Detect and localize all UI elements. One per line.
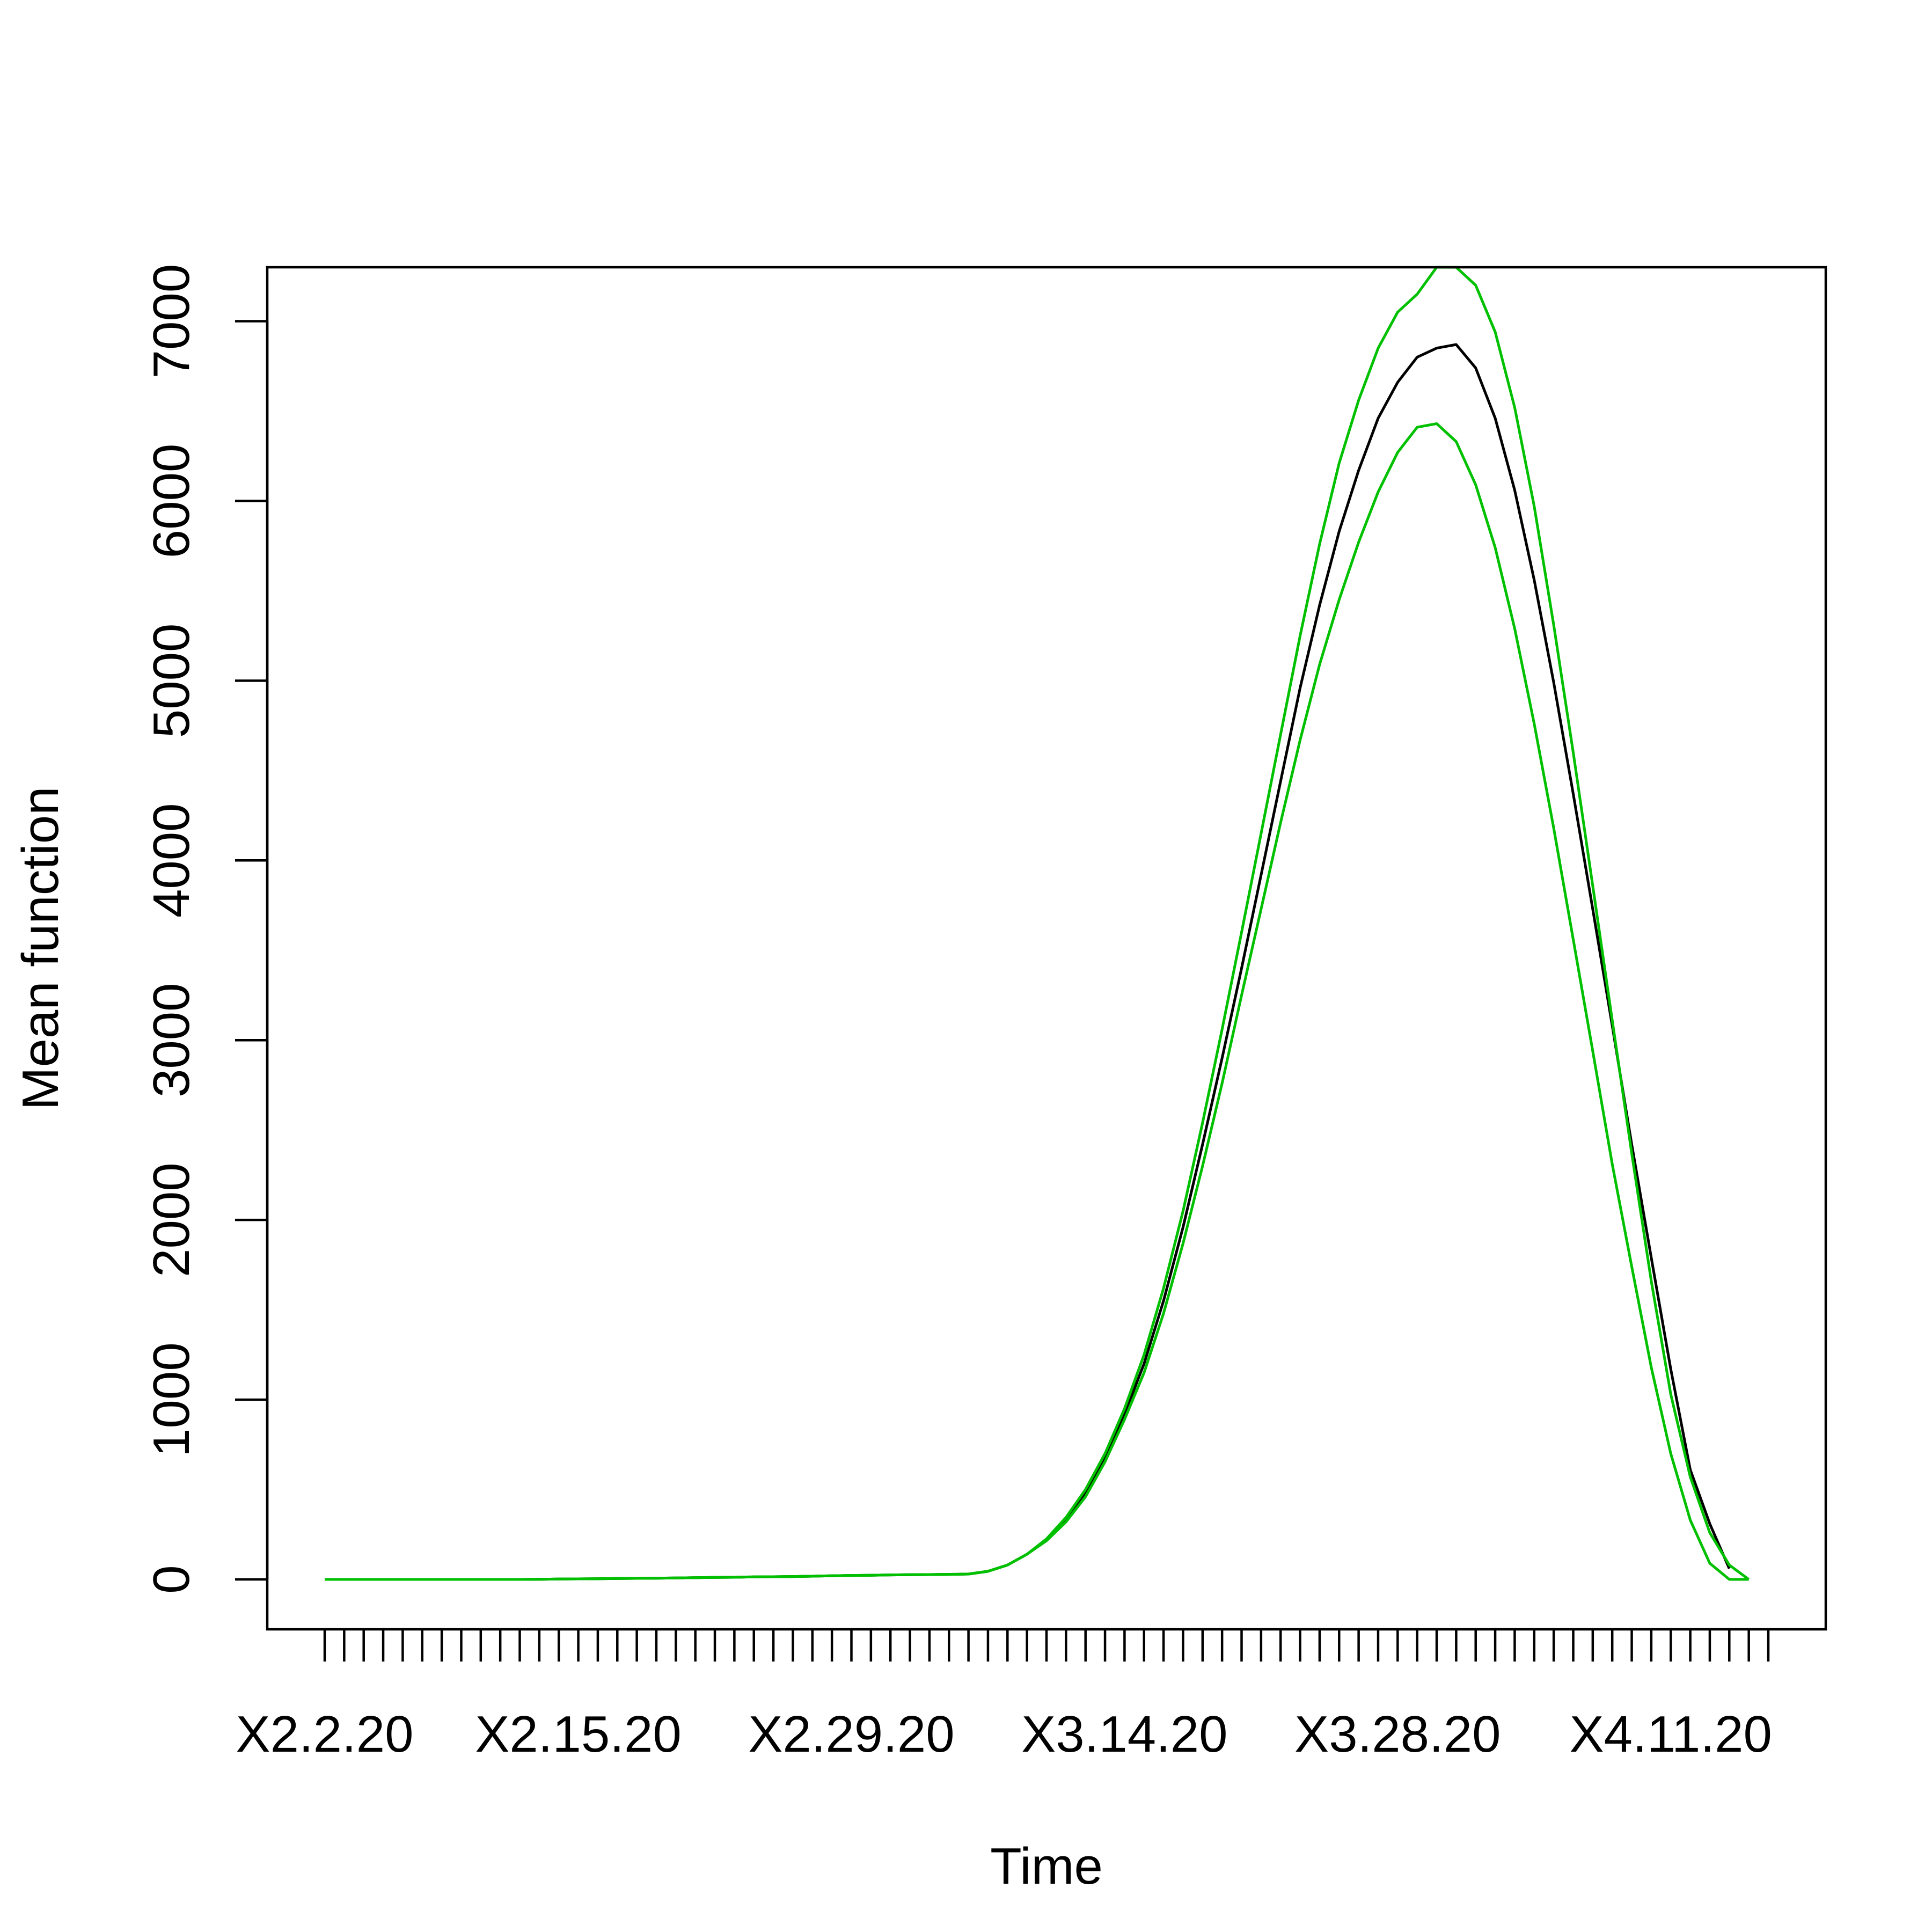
y-axis-title: Mean function: [12, 786, 69, 1110]
y-tick-label: 1000: [143, 1342, 200, 1457]
x-tick-label: X2.2.20: [236, 1706, 414, 1763]
y-tick-label: 4000: [143, 803, 200, 918]
y-axis: 0 1000 2000 3000 4000 5000 6000 7000: [143, 264, 269, 1594]
y-tick-label: 6000: [143, 444, 200, 559]
x-tick-label: X4.11.20: [1570, 1706, 1772, 1763]
y-tick-label: 0: [143, 1565, 200, 1593]
x-tick-label: X3.28.20: [1294, 1706, 1501, 1763]
x-axis: X2.2.20 X2.15.20 X2.29.20 X3.14.20 X3.28.20 X…: [236, 1629, 1772, 1763]
y-tick-label: 3000: [143, 983, 200, 1097]
series-layer: [325, 266, 1750, 1581]
x-tick-label: X2.29.20: [748, 1706, 954, 1763]
x-tick-label: X3.14.20: [1021, 1706, 1227, 1763]
x-axis-title: Time: [990, 1838, 1103, 1895]
y-tick-label: 7000: [143, 264, 200, 379]
series-line-3: [325, 422, 1749, 1581]
y-tick-label: 2000: [143, 1162, 200, 1277]
x-tick-label: X2.15.20: [475, 1706, 681, 1763]
y-tick-label: 5000: [143, 624, 200, 738]
